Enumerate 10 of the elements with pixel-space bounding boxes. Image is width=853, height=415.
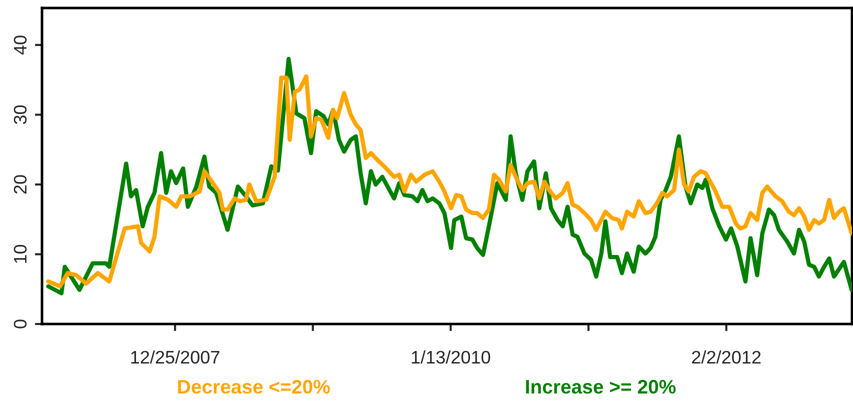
x-tick-label: 1/13/2010 [412, 350, 490, 364]
y-tick-label: 30 [14, 105, 27, 124]
y-tick-label: 10 [14, 244, 27, 263]
y-tick-label: 0 [14, 320, 27, 328]
y-tick-label: 40 [14, 36, 27, 55]
x-tick-label: 12/25/2007 [131, 350, 220, 364]
text: Decrease <=20% [178, 380, 330, 394]
y-tick-label: 20 [14, 175, 27, 194]
text: Increase >= 20% [526, 380, 676, 394]
x-tick-label: 2/2/2012 [692, 350, 761, 364]
